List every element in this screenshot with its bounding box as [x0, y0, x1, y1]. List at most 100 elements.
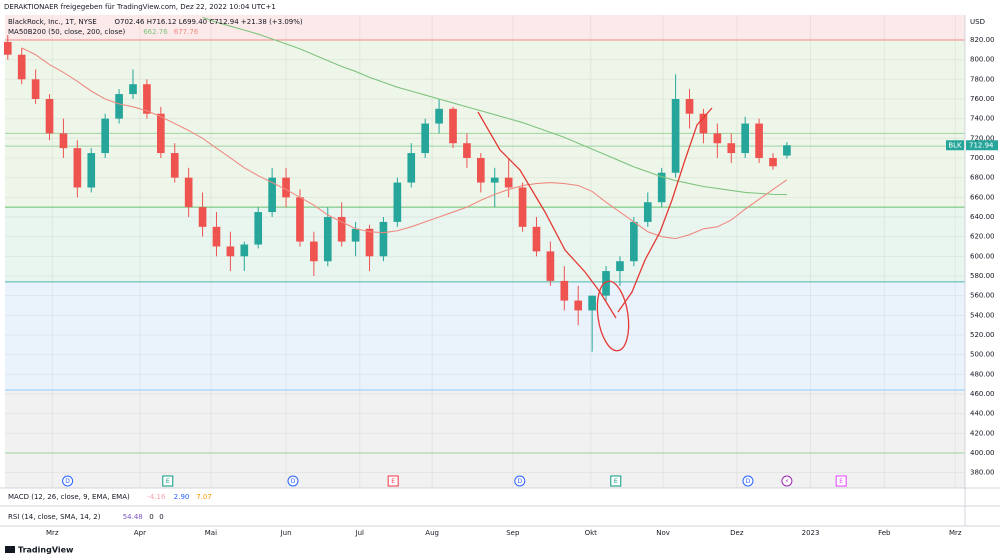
y-tick-label: 540.00	[970, 311, 995, 319]
price-tag-label: 712.94	[969, 141, 994, 149]
candle-body	[268, 177, 276, 213]
y-tick-label: 600.00	[970, 252, 995, 260]
candle-body	[337, 216, 346, 242]
x-tick-label: Mrz	[949, 529, 962, 537]
candle-body	[741, 123, 749, 154]
candle-body	[226, 246, 235, 257]
ma-value: 662.76	[143, 28, 168, 36]
event-label: E	[839, 478, 843, 485]
y-tick-label: 760.00	[970, 95, 995, 103]
x-tick-label: Jun	[280, 529, 292, 537]
candle-body	[17, 54, 26, 80]
y-tick-label: 520.00	[970, 331, 995, 339]
event-label: E	[391, 478, 395, 485]
candle-body	[3, 41, 12, 55]
event-marker	[162, 475, 174, 487]
event-label: ⚡	[785, 478, 789, 485]
event-marker	[62, 475, 74, 487]
candle-body	[184, 177, 193, 208]
candle-body	[421, 123, 429, 154]
y-tick-label: 660.00	[970, 193, 995, 201]
candle-body	[532, 226, 541, 252]
annotation-line	[617, 107, 713, 313]
footer: TradingView	[18, 546, 74, 555]
candle-body	[143, 84, 151, 114]
candle-body	[685, 98, 694, 114]
event-label: D	[291, 478, 296, 485]
candle-body	[87, 153, 96, 188]
symbol-tag-label: BLK	[948, 141, 962, 149]
annotation-ellipse	[596, 280, 630, 352]
indicator-label: MACD (12, 26, close, 9, EMA, EMA)	[8, 493, 130, 501]
candle-body	[518, 187, 527, 227]
header: DERAKTIONAER freigegeben für TradingView…	[4, 3, 276, 11]
event-label: D	[517, 478, 522, 485]
zone	[5, 390, 965, 488]
candle-body	[546, 251, 555, 281]
y-tick-label: 380.00	[970, 469, 995, 477]
y-tick-label: 800.00	[970, 56, 995, 64]
candle-body	[727, 143, 736, 154]
candle-body	[31, 79, 40, 99]
y-tick-label: 700.00	[970, 154, 995, 162]
indicator-value: 7.07	[196, 493, 212, 501]
x-tick-label: 2023	[802, 529, 820, 537]
axes	[0, 15, 1000, 527]
x-tick-label: Apr	[134, 529, 146, 537]
candle-body	[129, 84, 137, 95]
event-marker	[781, 475, 793, 487]
candle-body	[365, 228, 374, 257]
y-tick-label: 480.00	[970, 370, 995, 378]
price-tag	[966, 140, 998, 151]
candle-body	[435, 108, 443, 124]
ma-value: 677.76	[174, 28, 199, 36]
candle-body	[198, 207, 207, 227]
x-tick-label: Dez	[730, 529, 744, 537]
y-tick-label: 680.00	[970, 174, 995, 182]
y-tick-label: 580.00	[970, 272, 995, 280]
candle-body	[560, 280, 569, 301]
y-tick-label: 500.00	[970, 351, 995, 359]
y-tick-label: 620.00	[970, 233, 995, 241]
candle-body	[783, 145, 791, 156]
candle-body	[602, 271, 610, 296]
x-tick-label: Nov	[656, 529, 670, 537]
indicator-value: -4.16	[147, 493, 166, 501]
indicator-value: 0	[149, 513, 153, 521]
symbol-tag	[946, 140, 964, 151]
candle-body	[504, 177, 513, 188]
event-marker	[514, 475, 526, 487]
event-marker	[387, 475, 399, 487]
candle-body	[379, 221, 388, 257]
candle-body	[101, 118, 109, 154]
candle-body	[463, 143, 471, 158]
candle-body	[713, 133, 722, 144]
candle-body	[657, 172, 666, 203]
candle-body	[671, 98, 680, 173]
indicator-value: 0	[159, 513, 163, 521]
candle-body	[282, 177, 290, 198]
chart-title: BlackRock, Inc., 1T, NYSE	[8, 18, 97, 26]
x-tick-label: Mai	[205, 529, 217, 537]
candle-body	[115, 94, 123, 119]
candle-body	[59, 133, 68, 149]
candle-body	[477, 157, 485, 183]
candle-body	[170, 153, 179, 178]
annotation-line	[477, 111, 617, 319]
candle-body	[73, 148, 82, 188]
indicator-value: 54.48	[123, 513, 143, 521]
indicator-value: 2.90	[174, 493, 190, 501]
candle-body	[699, 113, 708, 134]
candle-body	[296, 197, 304, 242]
candle-body	[157, 113, 165, 154]
candle-body	[393, 182, 402, 222]
zone	[5, 15, 965, 40]
candle-body	[755, 123, 763, 158]
y-tick-label: 440.00	[970, 410, 995, 418]
y-tick-label: 420.00	[970, 429, 995, 437]
quote: O702.46 H716.12 L699.40 C712.94 +21.38 (…	[115, 18, 303, 26]
x-tick-label: Feb	[878, 529, 891, 537]
candle-body	[769, 157, 777, 167]
x-tick-label: Jul	[355, 529, 365, 537]
